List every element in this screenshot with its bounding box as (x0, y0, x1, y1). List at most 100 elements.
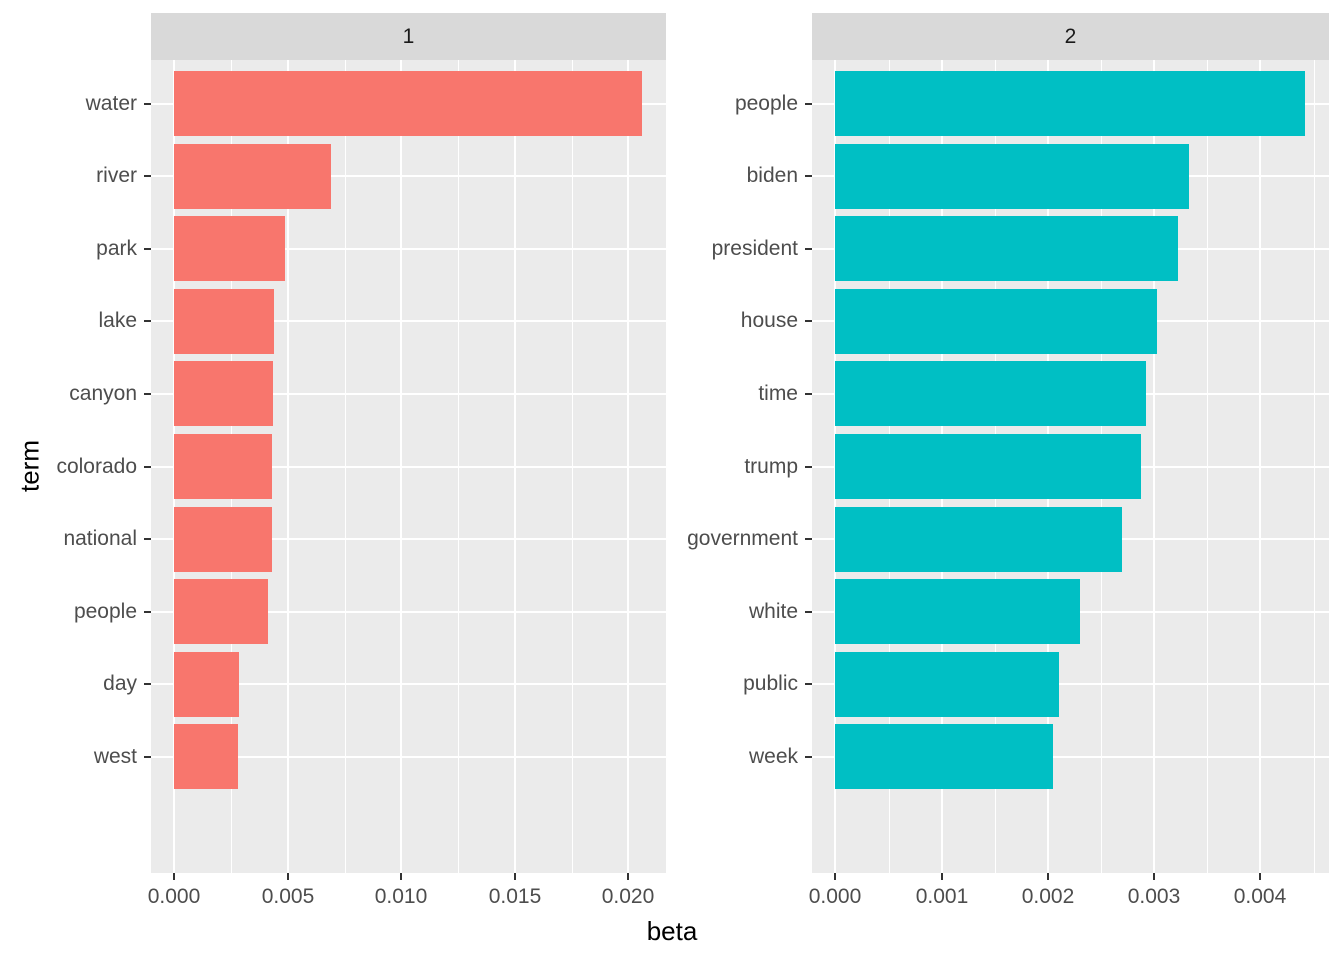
bar-river (174, 144, 331, 209)
y-axis-label-colorado: colorado (56, 455, 137, 478)
gridline-minor-vertical (1314, 60, 1315, 873)
y-axis-label-house: house (740, 309, 798, 332)
gridline-horizontal (151, 683, 666, 685)
y-axis-tick (144, 756, 151, 758)
bar-lake (174, 289, 274, 354)
facet-strip: 1 (151, 13, 666, 60)
y-axis-label-time: time (758, 382, 798, 405)
gridline-minor-vertical (572, 60, 573, 873)
gridline-horizontal (151, 611, 666, 613)
gridline-horizontal (151, 538, 666, 540)
x-axis-tick (287, 873, 289, 880)
x-axis-tick (400, 873, 402, 880)
bar-colorado (174, 434, 272, 499)
y-axis-tick (805, 756, 812, 758)
gridline-major-vertical (400, 60, 402, 873)
y-axis-label-week: week (748, 745, 798, 768)
y-axis-label-public: public (743, 672, 798, 695)
bar-public (835, 652, 1059, 717)
x-axis-tick (1259, 873, 1261, 880)
bar-day (174, 652, 239, 717)
bar-week (835, 724, 1053, 789)
x-axis-tick (1047, 873, 1049, 880)
y-axis-label-people: people (734, 92, 798, 115)
y-axis-tick (805, 683, 812, 685)
x-axis-tick-label: 0.004 (1233, 885, 1287, 908)
y-axis-tick (805, 320, 812, 322)
gridline-major-vertical (514, 60, 516, 873)
gridline-horizontal (151, 320, 666, 322)
y-axis-tick (144, 466, 151, 468)
gridline-horizontal (151, 175, 666, 177)
gridline-horizontal (151, 393, 666, 395)
x-axis-tick (834, 873, 836, 880)
y-axis-tick (805, 611, 812, 613)
bar-water (174, 71, 642, 136)
x-axis-tick-label: 0.002 (1021, 885, 1075, 908)
y-axis-tick (805, 538, 812, 540)
gridline-horizontal (151, 248, 666, 250)
bar-canyon (174, 361, 273, 426)
bar-people (835, 71, 1305, 136)
y-axis-label-trump: trump (744, 455, 798, 478)
y-axis-tick (144, 683, 151, 685)
gridline-horizontal (151, 466, 666, 468)
y-axis-label-people: people (73, 600, 137, 623)
gridline-major-vertical (627, 60, 629, 873)
y-axis-tick (805, 175, 812, 177)
bar-west (174, 724, 238, 789)
y-axis-label-national: national (63, 527, 137, 550)
facet-panel (812, 60, 1329, 873)
x-axis-tick-label: 0.003 (1127, 885, 1181, 908)
y-axis-label-water: water (85, 92, 137, 115)
y-axis-tick (805, 466, 812, 468)
gridline-minor-vertical (458, 60, 459, 873)
y-axis-label-canyon: canyon (69, 382, 137, 405)
y-axis-tick (144, 175, 151, 177)
bar-government (835, 507, 1122, 572)
gridline-horizontal (151, 756, 666, 758)
y-axis-tick (144, 248, 151, 250)
gridline-major-vertical (287, 60, 289, 873)
x-axis-tick (1153, 873, 1155, 880)
x-axis-tick-label: 0.005 (261, 885, 315, 908)
y-axis-tick (805, 103, 812, 105)
bar-people (174, 579, 268, 644)
y-axis-label-government: government (687, 527, 798, 550)
y-axis-label-president: president (711, 237, 798, 260)
bar-house (835, 289, 1157, 354)
x-axis-title: beta (646, 916, 698, 946)
y-axis-label-west: west (93, 745, 137, 768)
bar-park (174, 216, 285, 281)
y-axis-label-biden: biden (746, 164, 798, 187)
gridline-horizontal (812, 683, 1329, 685)
y-axis-tick (144, 611, 151, 613)
x-axis-tick (627, 873, 629, 880)
y-axis-label-lake: lake (98, 309, 137, 332)
y-axis-label-park: park (96, 237, 137, 260)
x-axis-tick-label: 0.020 (601, 885, 655, 908)
y-axis-title: term (14, 440, 45, 492)
bar-trump (835, 434, 1141, 499)
facet-panel (151, 60, 666, 873)
x-axis-tick-label: 0.015 (488, 885, 542, 908)
gridline-major-vertical (1259, 60, 1261, 873)
y-axis-tick (144, 393, 151, 395)
y-axis-label-day: day (103, 672, 137, 695)
bar-white (835, 579, 1080, 644)
facet-strip: 2 (812, 13, 1329, 60)
bar-biden (835, 144, 1189, 209)
y-axis-tick (144, 103, 151, 105)
y-axis-label-white: white (748, 600, 798, 623)
bar-time (835, 361, 1146, 426)
y-axis-tick (805, 248, 812, 250)
gridline-minor-vertical (345, 60, 346, 873)
bar-president (835, 216, 1178, 281)
y-axis-tick (144, 538, 151, 540)
y-axis-label-river: river (96, 164, 137, 187)
y-axis-tick (144, 320, 151, 322)
x-axis-tick (173, 873, 175, 880)
y-axis-tick (805, 393, 812, 395)
x-axis-tick-label: 0.010 (374, 885, 428, 908)
